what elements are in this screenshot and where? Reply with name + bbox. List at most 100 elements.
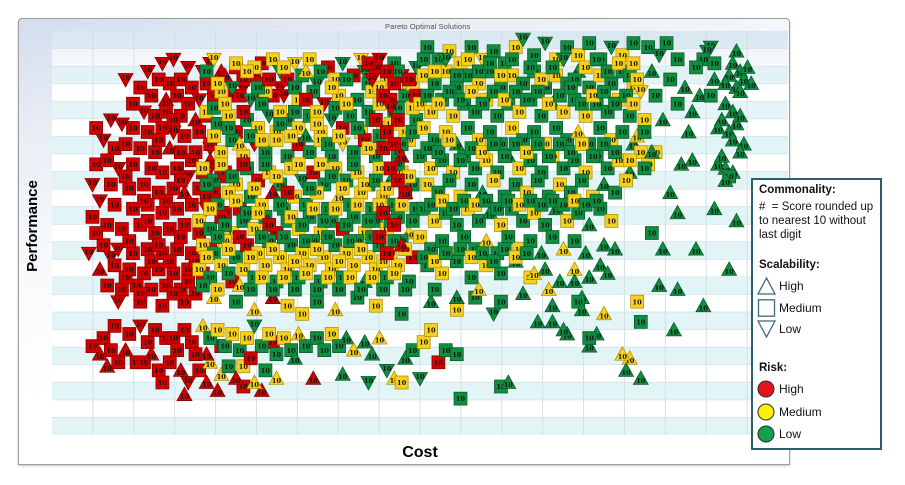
commonality-label: 10 (603, 165, 613, 173)
data-point: 10 (317, 343, 332, 358)
commonality-label: 10 (353, 294, 363, 302)
commonality-label: 10 (401, 286, 411, 294)
data-point: 10 (122, 327, 137, 341)
data-point: 10 (595, 236, 613, 252)
commonality-label: 10 (202, 181, 212, 189)
data-point: 10 (739, 59, 756, 74)
square-marker (254, 230, 269, 244)
commonality-label: 10 (662, 40, 672, 48)
commonality-label: 10 (298, 310, 308, 318)
triangle-up-marker (555, 321, 572, 337)
commonality-label: 10 (625, 112, 635, 120)
square-marker (144, 88, 159, 103)
data-point: 10 (673, 156, 690, 171)
commonality-label: 10 (331, 76, 341, 84)
commonality-label: 10 (276, 201, 286, 209)
commonality-label: 10 (316, 161, 326, 169)
square-marker (608, 185, 622, 200)
square-marker (181, 96, 196, 111)
data-point: 10 (276, 331, 291, 345)
square-icon (757, 299, 776, 317)
data-point: 10 (615, 125, 630, 139)
commonality-label: 10 (633, 135, 643, 143)
commonality-label: 10 (224, 270, 234, 278)
data-point: 10 (530, 84, 545, 99)
square-marker (258, 363, 273, 378)
data-point: 10 (96, 238, 111, 252)
square-marker (155, 375, 170, 390)
data-point: 10 (273, 197, 288, 212)
commonality-label: 10 (320, 347, 330, 355)
square-marker (273, 197, 288, 212)
data-point: 10 (577, 244, 594, 260)
commonality-label: 10 (419, 339, 429, 347)
commonality-label: 10 (136, 222, 146, 230)
data-point: 10 (294, 174, 311, 189)
commonality-label: 10 (136, 145, 146, 153)
commonality-label: 10 (158, 125, 168, 133)
commonality-label: 10 (500, 96, 510, 104)
square-marker (453, 153, 468, 168)
commonality-label: 10 (209, 92, 219, 100)
commonality-label: 10 (518, 292, 528, 300)
square-marker (218, 96, 232, 111)
square-marker (104, 343, 118, 358)
commonality-label: 10 (515, 201, 525, 209)
commonality-label: 10 (261, 213, 271, 221)
data-point: 10 (155, 375, 170, 390)
commonality-label: 10 (496, 84, 506, 92)
commonality-label: 10 (419, 254, 429, 262)
commonality-label: 10 (320, 98, 330, 106)
data-point: 10 (170, 201, 184, 216)
data-point: 10 (313, 64, 328, 79)
data-point: 10 (89, 121, 104, 135)
square-marker (648, 88, 663, 103)
commonality-label: 10 (456, 96, 466, 104)
square-marker (575, 173, 589, 188)
commonality-label: 10 (239, 363, 249, 371)
commonality-label: 10 (412, 92, 422, 100)
triangle-up-marker (397, 184, 414, 199)
triangle-down-marker (135, 105, 153, 121)
triangle-down-marker (139, 65, 156, 80)
commonality-label: 10 (610, 248, 620, 256)
square-marker (162, 222, 177, 236)
commonality-label: 10 (574, 131, 584, 139)
square-marker (689, 60, 703, 75)
data-point: 10 (592, 257, 609, 272)
triangle-up-marker (297, 63, 315, 78)
data-point: 10 (662, 184, 679, 199)
commonality-label: 10 (331, 205, 341, 213)
data-point: 10 (604, 214, 619, 228)
square-marker (600, 161, 615, 176)
data-point: 10 (670, 96, 685, 111)
commonality-label: 10 (114, 163, 124, 171)
data-point: 10 (567, 234, 582, 248)
commonality-label: 10 (220, 74, 230, 82)
triangle-up-marker (743, 75, 760, 90)
commonality-label: 10 (463, 125, 473, 133)
data-point: 10 (633, 315, 648, 329)
data-point: 10 (232, 230, 247, 244)
triangle-down-marker (316, 97, 333, 112)
square-marker (137, 177, 151, 192)
data-point: 10 (332, 254, 346, 269)
triangle-up-marker (680, 123, 697, 139)
data-point: 10 (449, 68, 464, 83)
commonality-label: 10 (165, 258, 175, 266)
data-point: 10 (254, 230, 269, 244)
commonality-label: 10 (272, 278, 282, 286)
data-point: 10 (728, 115, 745, 131)
data-point: 10 (356, 333, 373, 349)
commonality-label: 10 (504, 381, 514, 389)
commonality-label: 10 (445, 177, 455, 185)
data-point: 10 (360, 376, 377, 391)
commonality-label: 10 (415, 100, 425, 108)
legend-risk-title: Risk: (759, 362, 788, 374)
square-marker (416, 335, 431, 349)
data-point: 10 (619, 173, 633, 188)
data-point: 10 (578, 108, 593, 123)
data-point: 10 (246, 374, 263, 389)
data-point: 10 (192, 125, 207, 139)
commonality-label: 10 (526, 197, 536, 205)
